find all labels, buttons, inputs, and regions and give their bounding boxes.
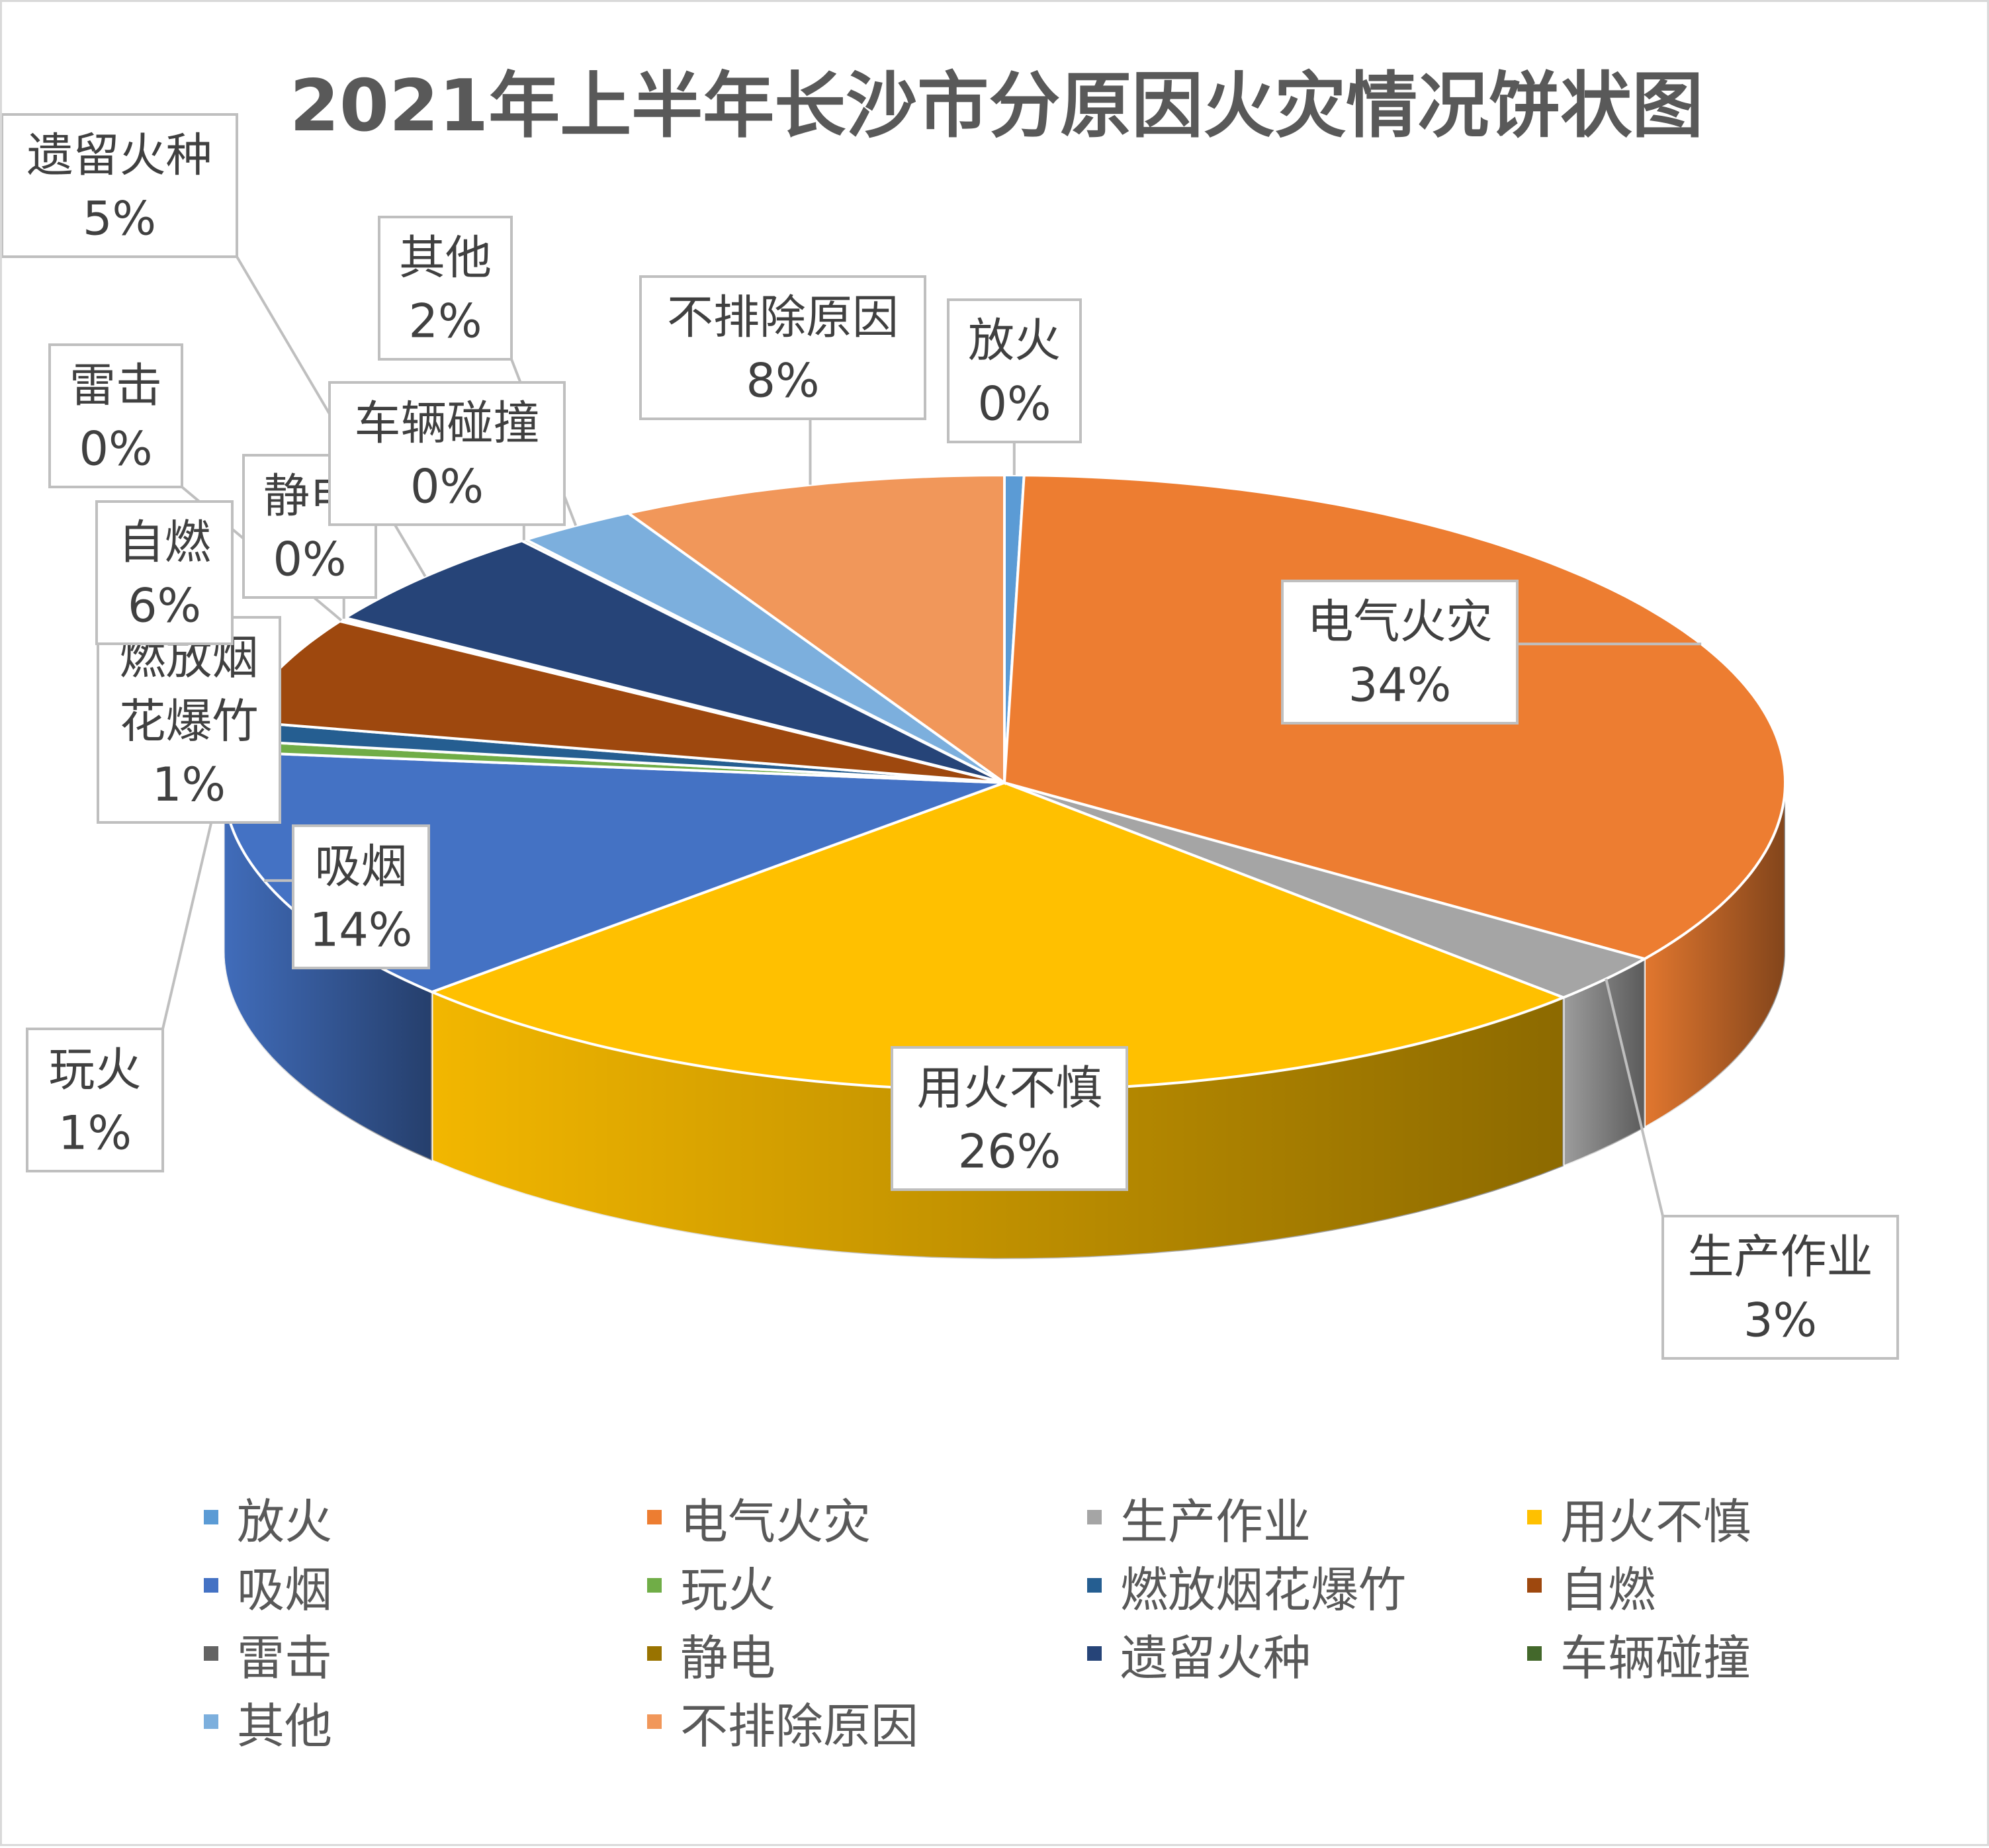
legend-swatch [204,1510,218,1524]
legend-swatch [647,1646,662,1661]
legend-item: 自燃 [1527,1556,1656,1618]
legend-item: 放火 [204,1487,332,1550]
legend-swatch [647,1578,662,1593]
slice-12-data-label: 其他 2% [378,216,513,361]
legend-item: 燃放烟花爆竹 [1087,1556,1406,1618]
data-label-name: 用火不慎 [917,1061,1102,1116]
data-label-name: 雷击 [69,359,162,413]
data-label-percent: 3% [1744,1294,1817,1348]
legend-swatch [1087,1646,1102,1661]
legend-swatch [204,1578,218,1593]
data-label-percent: 26% [958,1125,1061,1179]
data-label-percent: 34% [1348,658,1452,713]
slice-7-data-label: 自燃 6% [95,500,234,645]
legend-label: 生产作业 [1120,1493,1311,1550]
legend-item: 电气火灾 [647,1487,871,1550]
legend-swatch [1087,1578,1102,1593]
data-label-name: 电气火灾 [1307,595,1493,649]
data-label-name: 玩火 [49,1043,142,1097]
slice-2-data-label: 生产作业 3% [1661,1215,1899,1360]
legend-item: 雷击 [204,1624,332,1686]
legend-label: 静电 [680,1630,776,1686]
data-label-percent: 0% [977,377,1051,431]
legend-item: 用火不慎 [1527,1487,1751,1550]
legend-item: 不排除原因 [647,1692,918,1754]
slice-3-data-label: 用火不慎 26% [891,1046,1128,1191]
slice-0-data-label: 放火 0% [947,298,1082,443]
legend-label: 玩火 [680,1562,776,1618]
slice-13 [625,473,1006,785]
data-label-name: 花爆竹 [120,694,259,748]
legend-label: 遗留火种 [1120,1630,1311,1686]
data-label-percent: 1% [58,1106,132,1161]
data-label-name: 自燃 [118,515,211,570]
legend-label: 燃放烟花爆竹 [1120,1562,1407,1618]
slice-1-data-label: 电气火灾 34% [1281,580,1519,725]
legend-label: 放火 [237,1493,333,1550]
legend-label: 电气火灾 [680,1493,871,1550]
legend-swatch [1527,1510,1542,1524]
slice-4-data-label: 吸烟 14% [292,824,430,969]
data-label-name: 其他 [399,231,492,285]
legend-label: 用火不慎 [1560,1493,1751,1550]
legend-item: 遗留火种 [1087,1624,1311,1686]
data-label-percent: 6% [128,579,201,633]
legend-label: 吸烟 [237,1562,333,1618]
legend-swatch [204,1646,218,1661]
data-label-name: 遗留火种 [27,128,212,183]
legend-swatch [1527,1646,1542,1661]
slice-11-data-label: 车辆碰撞 0% [328,381,566,526]
legend-swatch [647,1714,662,1729]
data-label-percent: 1% [152,758,226,812]
data-label-percent: 0% [79,422,152,476]
legend-item: 吸烟 [204,1556,332,1618]
chart-title: 2021年上半年长沙市分原因火灾情况饼状图 [289,65,1704,148]
legend-item: 玩火 [647,1556,775,1618]
slice-10 [341,539,1005,784]
legend-swatch [1527,1578,1542,1593]
data-label-percent: 14% [310,903,413,957]
legend-label: 自燃 [1560,1562,1656,1618]
legend-label: 其他 [237,1698,333,1754]
data-label-name: 生产作业 [1688,1230,1873,1284]
data-label-name: 不排除原因 [667,290,899,345]
data-label-percent: 2% [408,294,482,349]
data-label-name: 车辆碰撞 [355,396,540,451]
legend-swatch [647,1510,662,1524]
legend-item: 生产作业 [1087,1487,1311,1550]
legend-label: 雷击 [237,1630,333,1686]
slice-2-side [1562,957,1646,1168]
data-label-name: 放火 [968,314,1061,368]
data-label-percent: 0% [410,460,484,514]
slice-8-data-label: 雷击 0% [48,343,183,488]
data-label-percent: 5% [83,192,156,246]
slice-10-data-label: 遗留火种 5% [2,113,238,258]
legend-item: 车辆碰撞 [1527,1624,1751,1686]
legend-swatch [1087,1510,1102,1524]
legend-item: 静电 [647,1624,775,1686]
slice-5-data-label: 玩火 1% [26,1028,164,1172]
legend-swatch [204,1714,218,1729]
legend-label: 不排除原因 [680,1698,919,1754]
data-label-percent: 0% [273,533,346,587]
data-label-percent: 8% [746,354,819,408]
legend-label: 车辆碰撞 [1560,1630,1751,1686]
slice-2-leader-line [1605,978,1664,1217]
data-label-name: 吸烟 [315,840,408,894]
slice-9-data-label: 静电0% [242,454,377,599]
legend-item: 其他 [204,1692,332,1754]
slice-13-data-label: 不排除原因 8% [639,275,926,420]
